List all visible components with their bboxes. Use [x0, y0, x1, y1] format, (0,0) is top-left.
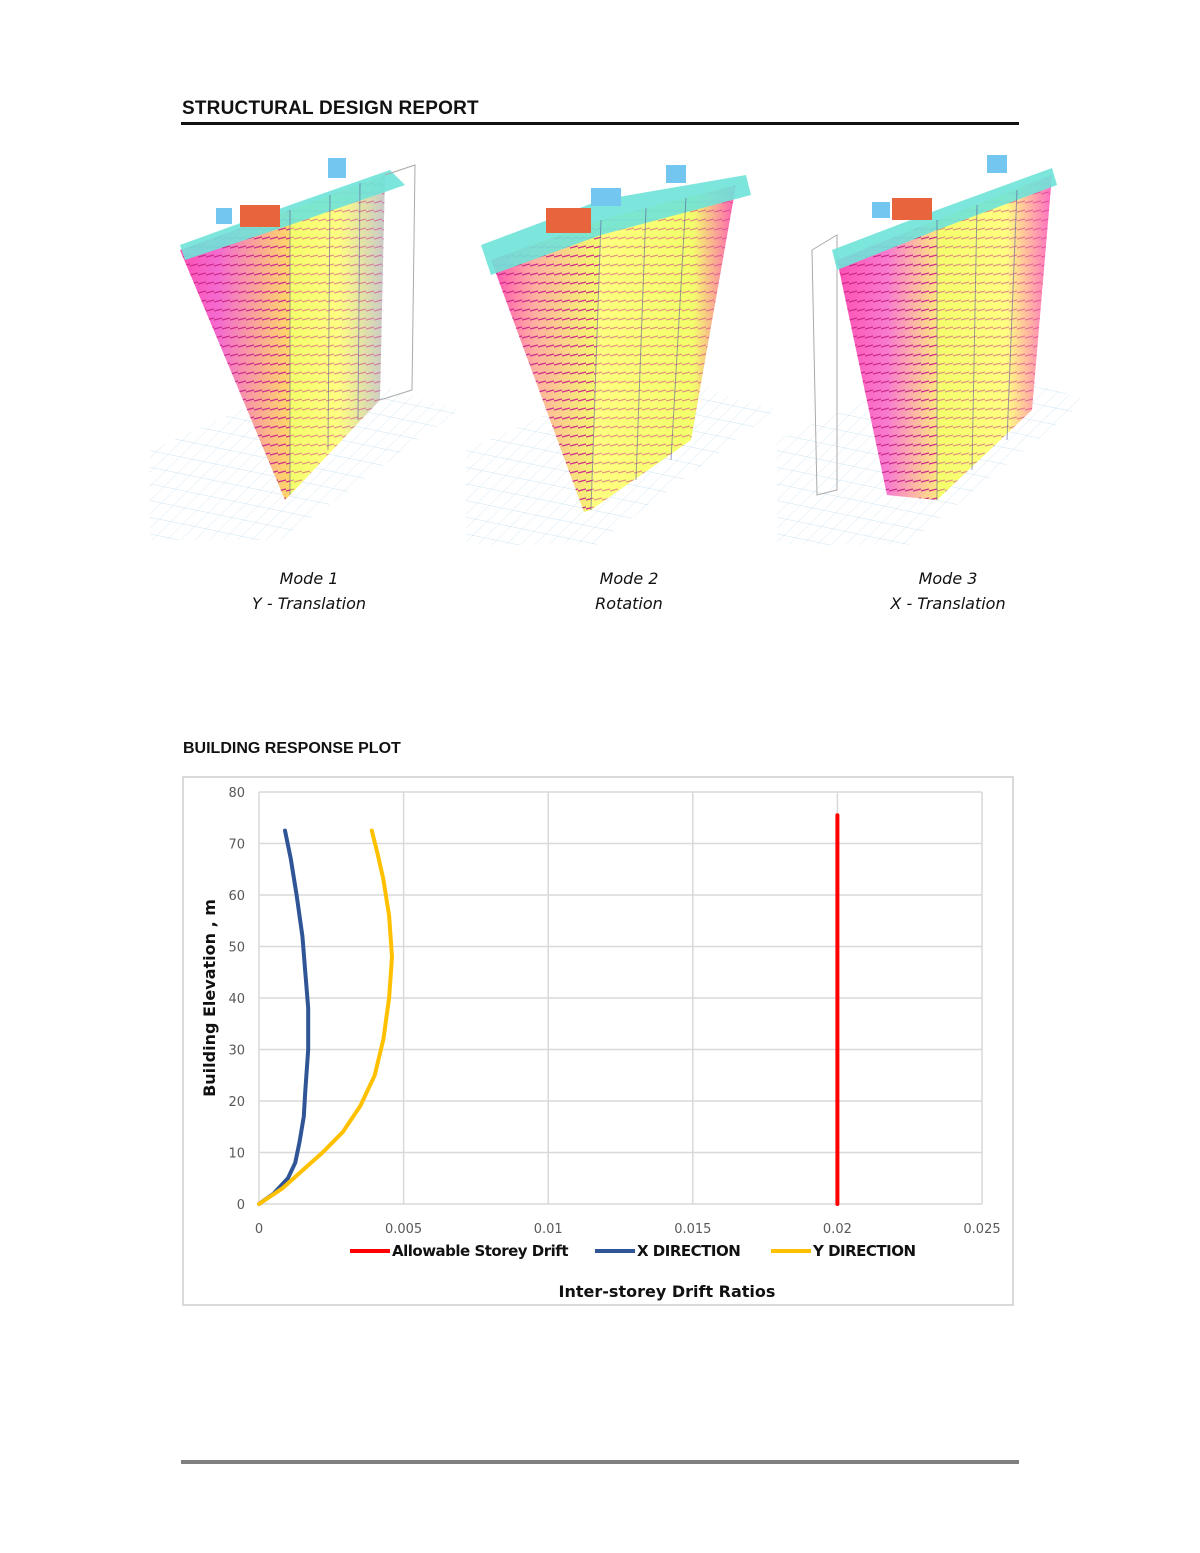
y-tick-label: 10 [228, 1147, 245, 1162]
mode-3-description: X - Translation [890, 594, 1006, 613]
mode-2-caption: Mode 2 Rotation [509, 566, 749, 616]
mode-1-label: Mode 1 [279, 569, 339, 588]
mode-2-building-model [466, 165, 776, 545]
mode-3-caption: Mode 3 X - Translation [828, 566, 1068, 616]
legend-label: Y DIRECTION [812, 1242, 916, 1260]
x-tick-label: 0.025 [963, 1222, 1000, 1237]
mode-1-caption: Mode 1 Y - Translation [189, 566, 429, 616]
mode-1-description: Y - Translation [251, 594, 366, 613]
drift-chart: 0 10 20 30 40 50 60 70 80 0 0.005 0.01 0.015 0.02 0.02… [200, 786, 1001, 1301]
y-tick-label: 40 [228, 992, 245, 1007]
x-tick-label: 0 [255, 1222, 263, 1237]
y-tick-label: 80 [228, 786, 245, 801]
x-tick-label: 0.01 [534, 1222, 563, 1237]
y-tick-label: 30 [228, 1044, 245, 1059]
mode-1-figure [150, 150, 460, 550]
y-tick-label: 0 [237, 1198, 245, 1213]
y-tick-label: 70 [228, 838, 245, 853]
x-tick-label: 0.02 [823, 1222, 852, 1237]
mode-3-figure [777, 150, 1087, 550]
mode-2-description: Rotation [595, 594, 663, 613]
y-tick-label: 20 [228, 1095, 245, 1110]
section-title: BUILDING RESPONSE PLOT [183, 740, 401, 757]
chart-frame [182, 776, 1014, 1306]
mode-2-figure [466, 150, 776, 550]
x-tick-label: 0.015 [674, 1222, 711, 1237]
title-rule [181, 122, 1019, 125]
series-line-y-direction [257, 828, 394, 1206]
y-tick-label: 50 [228, 941, 245, 956]
x-tick-label: 0.005 [385, 1222, 422, 1237]
x-axis-title: Inter-storey Drift Ratios [559, 1282, 776, 1301]
y-axis-title: Building Elevation , m [200, 899, 219, 1097]
mode-1-building-model [150, 158, 460, 540]
report-title: STRUCTURAL DESIGN REPORT [182, 98, 479, 119]
mode-3-building-model [777, 155, 1087, 545]
legend-label: X DIRECTION [637, 1242, 740, 1260]
y-tick-label: 60 [228, 889, 245, 904]
mode-3-label: Mode 3 [918, 569, 978, 588]
mode-2-label: Mode 2 [599, 569, 659, 588]
footer-rule [181, 1460, 1019, 1464]
series-line-x-direction [257, 828, 311, 1206]
legend-label: Allowable Storey Drift [392, 1242, 568, 1260]
